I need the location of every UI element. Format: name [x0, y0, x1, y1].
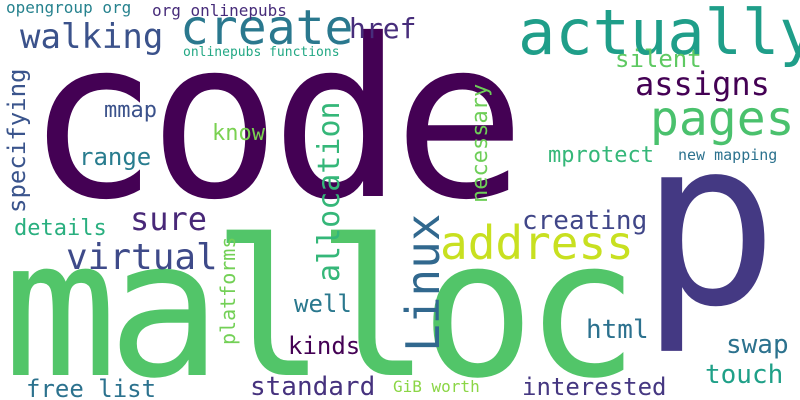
word-opengroup-org: opengroup org [6, 0, 132, 17]
word-platforms: platforms [216, 236, 240, 345]
word-assigns: assigns [635, 65, 770, 103]
word-malloc: malloc [3, 199, 639, 400]
word-necessary: necessary [468, 83, 493, 203]
word-touch: touch [705, 360, 784, 390]
word-free-list: free list [26, 375, 157, 400]
word-html: html [586, 315, 649, 345]
word-mmap: mmap [104, 98, 157, 123]
word-standard: standard [250, 372, 376, 400]
word-swap: swap [726, 330, 789, 360]
word-gib-worth: GiB worth [393, 377, 480, 396]
word-details: details [14, 216, 107, 241]
word-create: create [180, 0, 354, 56]
word-sure: sure [130, 200, 208, 238]
word-walking: walking [20, 17, 164, 57]
word-mprotect: mprotect [548, 143, 654, 168]
word-specifying: specifying [3, 68, 31, 214]
word-href: href [349, 12, 417, 45]
word-org-onlinepubs: org onlinepubs [152, 1, 287, 20]
word-range: range [79, 143, 152, 171]
word-actually: actually [518, 0, 800, 69]
word-kinds: kinds [288, 332, 361, 360]
word-interested: interested [522, 373, 667, 400]
word-know: know [212, 121, 265, 146]
word-p: p [640, 91, 779, 358]
word-pages: pages [650, 91, 795, 147]
word-new-mapping: new mapping [678, 146, 778, 164]
word-well: well [294, 290, 352, 318]
word-onlinepubs-functions: onlinepubs functions [183, 45, 340, 60]
word-silent: silent [615, 45, 702, 73]
word-code: code [26, 0, 526, 248]
word-allocation: allocation [312, 101, 347, 282]
word-linux: Linux [396, 213, 450, 352]
word-creating: creating [522, 206, 648, 236]
word-virtual: virtual [66, 237, 218, 278]
word-address: address [440, 216, 634, 270]
